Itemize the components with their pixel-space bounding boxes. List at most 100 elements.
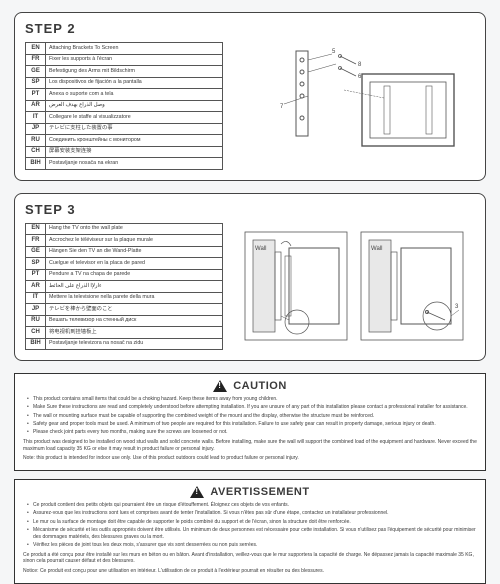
step2-diagram: 5 8 6 7 — [233, 42, 475, 170]
lang-text: وصل الذراع بهدف العرض — [46, 100, 223, 112]
table-row: PTAnexa o suporte com a tela — [26, 89, 223, 101]
step3-title: STEP 3 — [25, 202, 475, 217]
lang-text: Fixer les supports à l'écran — [46, 54, 223, 66]
table-row: GEHängen Sie den TV an die Wand-Platte — [26, 246, 223, 258]
lang-code: BIH — [26, 338, 46, 350]
table-row: SPLos dispositivos de fijación a la pant… — [26, 77, 223, 89]
lang-code: AR — [26, 100, 46, 112]
table-row: ENHang the TV onto the wall plate — [26, 223, 223, 235]
lang-code: BIH — [26, 158, 46, 170]
lang-text: Hängen Sie den TV an die Wand-Platte — [46, 246, 223, 258]
lang-text: Вешать телевизор на стенный диск — [46, 315, 223, 327]
avert-panel: AVERTISSEMENT Ce produit contient des pe… — [14, 479, 486, 584]
lang-text: テレビを棒から壁面のこと — [46, 304, 223, 316]
lang-code: EN — [26, 223, 46, 235]
lang-code: AR — [26, 281, 46, 293]
list-item: Please check joint parts every two month… — [27, 429, 477, 436]
callout-7: 7 — [280, 104, 284, 110]
table-row: SPCuelgue el televisor en la placa de pa… — [26, 258, 223, 270]
lang-code: GE — [26, 246, 46, 258]
table-row: RUВешать телевизор на стенный диск — [26, 315, 223, 327]
lang-text: Collegare le staffe al visualizzatore — [46, 112, 223, 124]
avert-para2: Notice: Ce produit est conçu pour une ut… — [23, 568, 477, 575]
lang-code: JP — [26, 123, 46, 135]
lang-text: Mettere la televisione nella parete dell… — [46, 292, 223, 304]
list-item: This product contains small items that c… — [27, 396, 477, 403]
lang-code: SP — [26, 77, 46, 89]
step3-panel: STEP 3 ENHang the TV onto the wall plate… — [14, 193, 486, 362]
lang-code: RU — [26, 135, 46, 147]
step3-diagram: Wall Wall — [233, 223, 475, 351]
list-item: Make Sure these instructions are read an… — [27, 404, 477, 411]
lang-text: テレビに支柱した装置の事 — [46, 123, 223, 135]
step2-title: STEP 2 — [25, 21, 475, 36]
table-row: FRAccrochez le téléviseur sur la plaque … — [26, 235, 223, 247]
lang-code: CH — [26, 146, 46, 158]
step3-body: ENHang the TV onto the wall plateFRAccro… — [25, 223, 475, 351]
list-item: Le mur ou la surface de montage doit êtr… — [27, 519, 477, 526]
lang-code: IT — [26, 112, 46, 124]
caution-para1: This product was designed to be installe… — [23, 439, 477, 453]
list-item: The wall or mounting surface must be cap… — [27, 413, 477, 420]
list-item: Ce produit contient des petits objets qu… — [27, 502, 477, 509]
lang-text: Postavljanje televizora na nosač na zidu — [46, 338, 223, 350]
lang-code: PT — [26, 269, 46, 281]
callout-3: 3 — [455, 304, 459, 310]
caution-list: This product contains small items that c… — [23, 396, 477, 436]
table-row: JPテレビを棒から壁面のこと — [26, 304, 223, 316]
lang-text: Anexa o suporte com a tela — [46, 89, 223, 101]
table-row: BIHPostavljanje nosača na ekran — [26, 158, 223, 170]
step2-panel: STEP 2 ENAttaching Brackets To ScreenFRF… — [14, 12, 486, 181]
list-item: Mécanisme de sécurité et les outils appr… — [27, 527, 477, 541]
caution-head: CAUTION — [23, 380, 477, 392]
lang-text: Hang the TV onto the wall plate — [46, 223, 223, 235]
list-item: Vérifiez les pièces de joint tous les de… — [27, 542, 477, 549]
wall-label-2: Wall — [371, 246, 382, 252]
lang-text: Соединить кронштейны с монитором — [46, 135, 223, 147]
lang-code: PT — [26, 89, 46, 101]
table-row: ARوصل الذراع بهدف العرض — [26, 100, 223, 112]
table-row: ITCollegare le staffe al visualizzatore — [26, 112, 223, 124]
lang-code: JP — [26, 304, 46, 316]
lang-text: Cuelgue el televisor en la placa de pare… — [46, 258, 223, 270]
lang-text: Accrochez le téléviseur sur la plaque mu… — [46, 235, 223, 247]
avert-title: AVERTISSEMENT — [210, 486, 309, 498]
lang-code: GE — [26, 66, 46, 78]
lang-text: Postavljanje nosača na ekran — [46, 158, 223, 170]
avert-head: AVERTISSEMENT — [23, 486, 477, 498]
lang-text: 屏幕安装支架连接 — [46, 146, 223, 158]
callout-8: 8 — [358, 62, 362, 68]
table-row: ARءارلإا الذراع على الحائط — [26, 281, 223, 293]
lang-code: FR — [26, 54, 46, 66]
lang-code: SP — [26, 258, 46, 270]
table-row: BIHPostavljanje televizora na nosač na z… — [26, 338, 223, 350]
warning-icon — [190, 486, 204, 498]
callout-5: 5 — [332, 49, 336, 55]
lang-text: Pendure a TV na chapa de parede — [46, 269, 223, 281]
table-row: CH屏幕安装支架连接 — [26, 146, 223, 158]
lang-code: EN — [26, 43, 46, 55]
caution-para2: Note: this product is intended for indoo… — [23, 455, 477, 462]
table-row: RUСоединить кронштейны с монитором — [26, 135, 223, 147]
caution-panel: CAUTION This product contains small item… — [14, 373, 486, 471]
step2-body: ENAttaching Brackets To ScreenFRFixer le… — [25, 42, 475, 170]
list-item: Safety gear and proper tools must be use… — [27, 421, 477, 428]
table-row: PTPendure a TV na chapa de parede — [26, 269, 223, 281]
lang-text: Befestigung des Arms mit Bildschirm — [46, 66, 223, 78]
table-row: JPテレビに支柱した装置の事 — [26, 123, 223, 135]
lang-code: CH — [26, 327, 46, 339]
avert-list: Ce produit contient des petits objets qu… — [23, 502, 477, 549]
lang-code: FR — [26, 235, 46, 247]
caution-title: CAUTION — [233, 380, 287, 392]
table-row: FRFixer les supports à l'écran — [26, 54, 223, 66]
table-row: GEBefestigung des Arms mit Bildschirm — [26, 66, 223, 78]
step3-table: ENHang the TV onto the wall plateFRAccro… — [25, 223, 223, 351]
list-item: Assurez-vous que les instructions sont l… — [27, 510, 477, 517]
warning-icon — [213, 380, 227, 392]
lang-text: 将电视机到挂墙板上 — [46, 327, 223, 339]
lang-code: RU — [26, 315, 46, 327]
table-row: ENAttaching Brackets To Screen — [26, 43, 223, 55]
lang-text: Los dispositivos de fijación a la pantal… — [46, 77, 223, 89]
table-row: CH将电视机到挂墙板上 — [26, 327, 223, 339]
lang-text: ءارلإا الذراع على الحائط — [46, 281, 223, 293]
